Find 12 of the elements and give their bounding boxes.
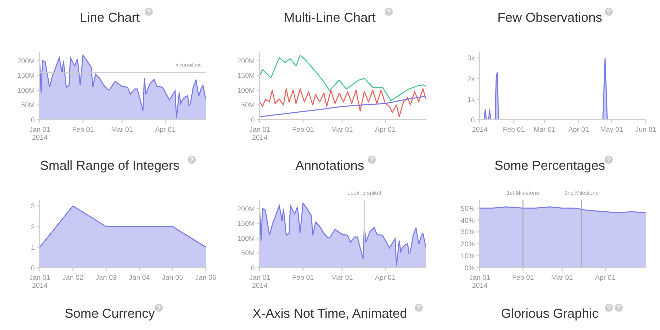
line-series (260, 88, 426, 118)
chart-title: Small Range of Integers (40, 158, 180, 173)
text: X-Axis Not Time, Animated (252, 306, 408, 321)
line-series (260, 96, 426, 118)
text: Glorious Graphic (501, 306, 599, 321)
chart-title: Some Percentages (494, 158, 606, 173)
text: Some Currency (64, 306, 156, 321)
chart-title: Multi-Line Chart (284, 10, 376, 25)
line-series (260, 55, 426, 102)
chart-title: Few Observations (498, 10, 602, 25)
chart-title: Line Chart (80, 10, 140, 25)
chart-title: Annotations (296, 158, 364, 173)
